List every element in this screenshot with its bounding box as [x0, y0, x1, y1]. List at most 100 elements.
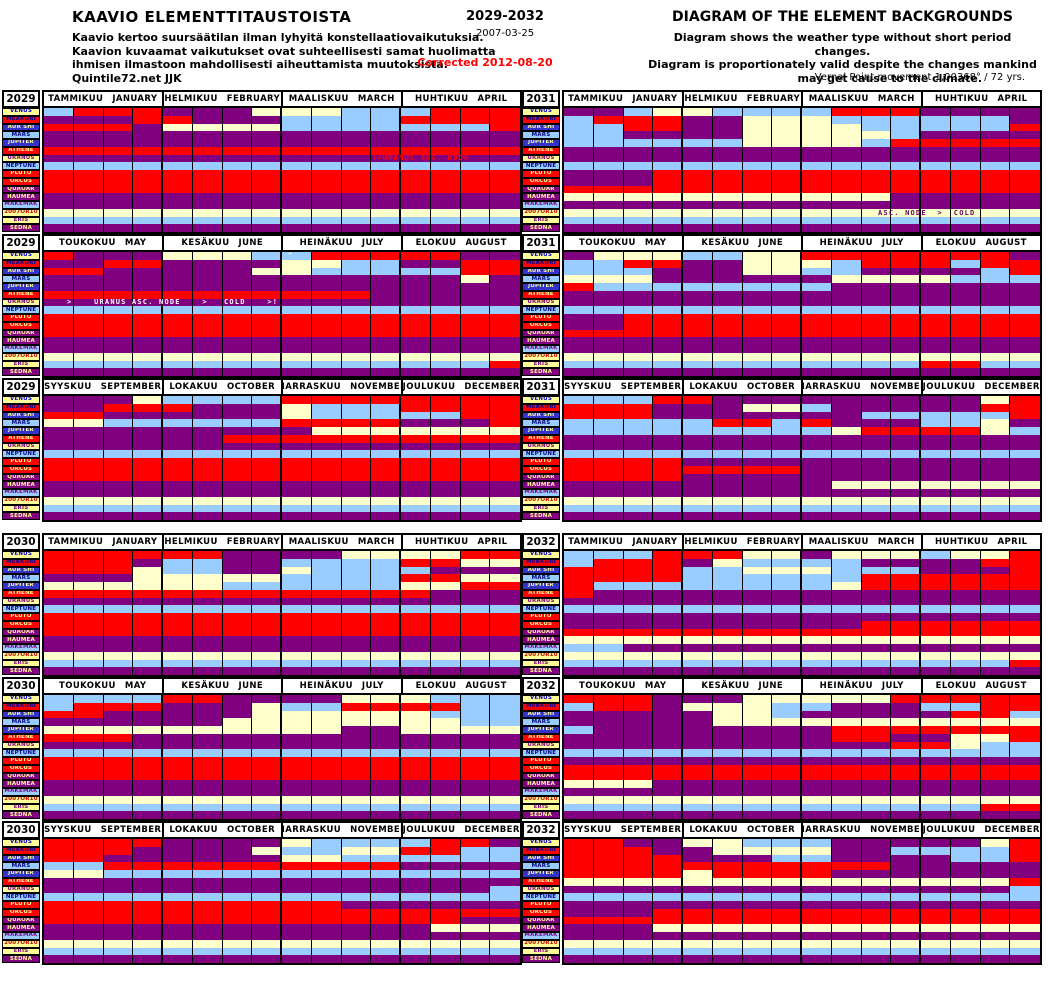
element-cell: [950, 329, 981, 338]
element-cell: [683, 854, 713, 863]
element-cell: [831, 298, 862, 307]
element-cell: [282, 489, 312, 497]
element-cell: [891, 862, 921, 870]
element-cell: [653, 764, 683, 773]
element-cell: [861, 955, 892, 963]
element-cell: [861, 481, 892, 489]
element-cell: [950, 764, 981, 773]
element-cell: [103, 419, 134, 427]
element-cell: [921, 321, 951, 330]
element-cell: [282, 733, 312, 742]
element-cell: [772, 216, 802, 225]
element-cell: [802, 908, 832, 917]
element-cell: [490, 757, 520, 765]
element-cell: [712, 667, 743, 675]
element-cell: [683, 726, 713, 734]
element-cell: [282, 259, 312, 268]
element-cell: [712, 314, 743, 322]
element-cell: [712, 605, 743, 613]
element-cell: [712, 252, 743, 260]
month-header-september: SYYSKUU SEPTEMBER: [564, 380, 684, 394]
element-cell: [683, 267, 713, 276]
element-cell: [891, 605, 921, 613]
element-cell: [371, 396, 401, 404]
element-cell: [683, 123, 713, 132]
element-cell: [490, 193, 520, 201]
element-cell: [921, 512, 951, 520]
element-cell: [950, 352, 981, 361]
element-cell: [282, 252, 312, 260]
planet-label-column: VENUS MERKURI AUR SHI MARS JUPITER ATHENE URAN…: [522, 108, 560, 232]
element-cell: [460, 170, 491, 178]
element-cell: [222, 434, 253, 443]
element-cell: [742, 267, 773, 276]
element-cell: [401, 955, 431, 963]
element-cell: [564, 396, 594, 404]
element-cell: [133, 870, 163, 878]
element-cell: [950, 496, 981, 505]
element-cell: [623, 208, 654, 217]
element-cell: [653, 458, 683, 466]
planet-label-pluto: PLUTO: [522, 613, 560, 621]
element-cell: [341, 718, 372, 726]
element-cell: [623, 574, 654, 582]
element-cell: [401, 901, 431, 909]
element-cell: [103, 908, 134, 917]
planet-label-haumea: HAUMEA: [522, 924, 560, 932]
element-cell: [891, 298, 921, 307]
element-cell: [980, 216, 1011, 225]
element-cell: [133, 597, 163, 606]
element-cell: [222, 862, 253, 870]
planet-label-column: VENUS MERKURI AUR SHI MARS JUPITER ATHENE URAN…: [522, 839, 560, 963]
element-cell: [950, 597, 981, 606]
element-cell: [282, 757, 312, 765]
month-name-en: JUNE: [238, 238, 264, 248]
element-cell: [742, 162, 773, 170]
element-cell: [712, 162, 743, 170]
element-cell: [653, 558, 683, 567]
element-cell: [133, 473, 163, 482]
element-cell: [133, 115, 163, 124]
element-cell: [222, 749, 253, 757]
element-cell: [401, 458, 431, 466]
element-cell: [222, 947, 253, 956]
element-cell: [593, 939, 624, 948]
element-cell: [1010, 901, 1040, 909]
element-cell: [371, 695, 401, 703]
element-cell: [341, 613, 372, 621]
element-cell: [742, 298, 773, 307]
planet-label-jupiter: JUPITER: [2, 870, 40, 878]
element-cell: [163, 877, 193, 886]
month-name-fi: HELMIKUU: [684, 537, 738, 547]
element-cell: [683, 321, 713, 330]
element-cell: [772, 644, 802, 652]
element-cell: [861, 290, 892, 299]
element-cell: [593, 115, 624, 124]
element-grid: [42, 396, 522, 522]
element-cell: [460, 329, 491, 338]
planet-label-venus: VENUS: [522, 396, 560, 404]
element-cell: [490, 419, 520, 427]
element-cell: [252, 290, 282, 299]
element-cell: [163, 403, 193, 412]
element-cell: [564, 613, 594, 621]
planet-label-makemak: MAKEMAK: [2, 201, 40, 209]
element-cell: [683, 177, 713, 186]
month-name-en: SEPTEMBER: [620, 825, 682, 835]
planet-label-jupiter: JUPITER: [522, 726, 560, 734]
element-cell: [192, 702, 223, 711]
element-cell: [593, 450, 624, 458]
element-cell: [891, 290, 921, 299]
description-english-line3: may get cause to the climate.: [797, 71, 982, 85]
element-cell: [430, 741, 461, 750]
month-name-en: JULY: [361, 681, 384, 691]
element-cell: [593, 306, 624, 314]
element-cell: [73, 574, 104, 582]
element-cell: [772, 481, 802, 489]
element-cell: [460, 772, 491, 781]
element-cell: [163, 582, 193, 590]
element-cell: [891, 411, 921, 420]
element-cell: [163, 131, 193, 139]
element-cell: [371, 139, 401, 147]
element-cell: [802, 846, 832, 855]
